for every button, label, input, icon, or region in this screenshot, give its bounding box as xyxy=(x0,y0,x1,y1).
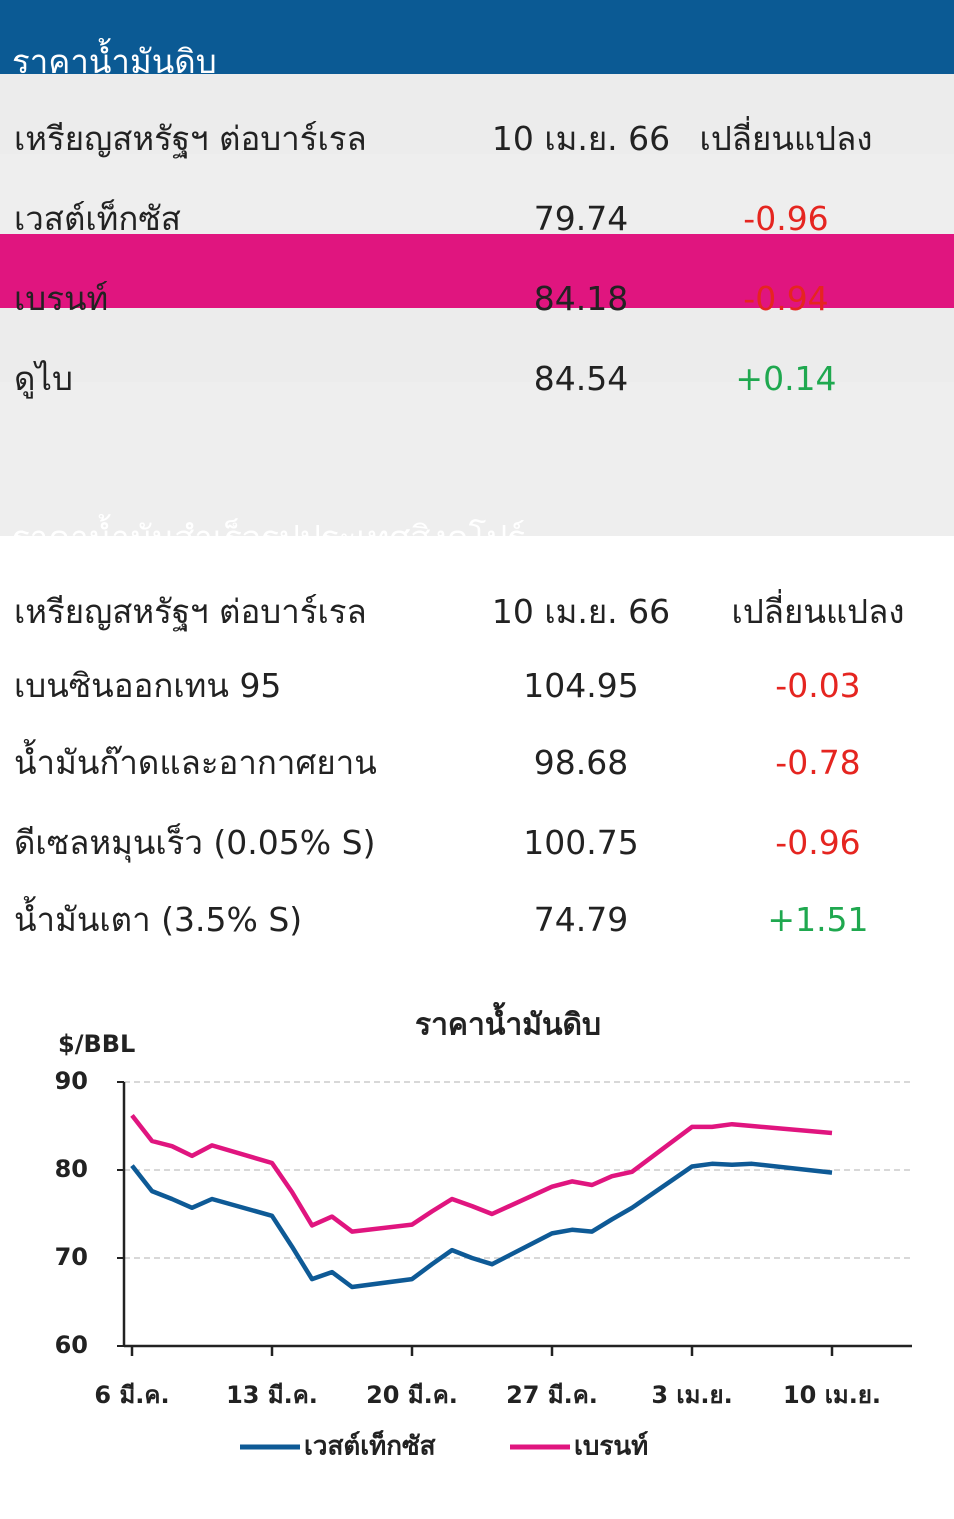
price: 10 เม.ย. 66 xyxy=(491,119,671,158)
row-label: เบนซินออกเทน 95 xyxy=(14,666,282,705)
table-header-band xyxy=(0,0,954,74)
row-band xyxy=(0,154,954,234)
price: 79.74 xyxy=(533,199,629,238)
price: 84.18 xyxy=(533,279,629,318)
chart-title: ราคาน้ำมันดิบ xyxy=(415,1002,601,1043)
price: 10 เม.ย. 66 xyxy=(491,592,671,631)
y-axis-label: $/BBL xyxy=(58,1030,135,1058)
series-line xyxy=(130,1114,833,1234)
price: 100.75 xyxy=(523,823,639,862)
x-tick-label: 27 มี.ค. xyxy=(506,1381,598,1409)
row-label: เหรียญสหรัฐฯ ต่อบาร์เรล xyxy=(14,119,367,158)
change: +0.14 xyxy=(735,359,837,398)
row-label: เหรียญสหรัฐฯ ต่อบาร์เรล xyxy=(14,592,367,631)
table-title: ราคาน้ำมันดิบ xyxy=(12,42,217,81)
row-label: น้ำมันเตา (3.5% S) xyxy=(14,900,303,939)
price: 104.95 xyxy=(523,666,639,705)
change: เปลี่ยนแปลง xyxy=(699,119,873,158)
x-tick-label: 3 เม.ย. xyxy=(651,1381,732,1409)
x-tick-label: 10 เม.ย. xyxy=(783,1381,881,1409)
row-label: น้ำมันก๊าดและอากาศยาน xyxy=(14,743,377,782)
table-title: ราคาน้ำมันสำเร็จรูปประเทศสิงคโปร์ xyxy=(12,518,526,557)
legend-label: เวสต์เท็กซัส xyxy=(304,1430,436,1462)
price: 98.68 xyxy=(533,743,629,782)
row-label: เบรนท์ xyxy=(14,279,109,318)
y-tick-label: 90 xyxy=(55,1067,88,1095)
price: 74.79 xyxy=(533,900,629,939)
singapore-oil-table: ราคาน้ำมันสำเร็จรูปประเทศสิงคโปร์เหรียญส… xyxy=(0,234,954,936)
x-tick-label: 20 มี.ค. xyxy=(366,1381,458,1409)
column-header-band xyxy=(0,74,954,154)
row-band xyxy=(0,382,954,462)
change: -0.96 xyxy=(743,199,829,238)
x-tick-label: 13 มี.ค. xyxy=(226,1381,318,1409)
series-line xyxy=(130,1161,833,1290)
change: -0.96 xyxy=(775,823,861,862)
x-tick-label: 6 มี.ค. xyxy=(94,1381,169,1409)
row-label: เวสต์เท็กซัส xyxy=(14,199,181,238)
change: -0.03 xyxy=(775,666,861,705)
row-label: ดีเซลหมุนเร็ว (0.05% S) xyxy=(14,823,376,862)
row-label: ดูไบ xyxy=(14,359,73,398)
change: -0.78 xyxy=(775,743,861,782)
price: 84.54 xyxy=(533,359,629,398)
column-header-band xyxy=(0,308,954,382)
row-band xyxy=(0,462,954,536)
change: -0.94 xyxy=(743,279,829,318)
change: เปลี่ยนแปลง xyxy=(731,592,905,631)
legend-label: เบรนท์ xyxy=(574,1431,648,1462)
table-header-band xyxy=(0,234,954,308)
change: +1.51 xyxy=(767,900,869,939)
y-tick-label: 70 xyxy=(55,1243,88,1271)
crude-oil-table: ราคาน้ำมันดิบเหรียญสหรัฐฯ ต่อบาร์เรล 10 เ… xyxy=(0,0,954,395)
y-tick-label: 60 xyxy=(55,1331,88,1359)
y-tick-label: 80 xyxy=(55,1155,88,1183)
